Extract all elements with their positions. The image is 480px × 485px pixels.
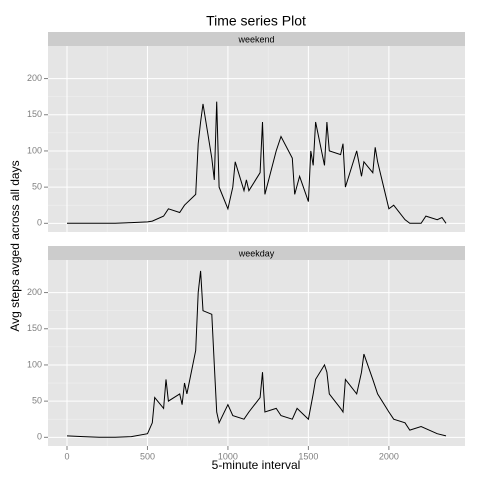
x-tick-label: 0 xyxy=(64,451,69,461)
series-line xyxy=(67,101,447,224)
panel xyxy=(48,260,465,446)
chart-title: Time series Plot xyxy=(206,13,306,29)
x-tick-label: 1500 xyxy=(298,451,318,461)
series-line xyxy=(66,270,447,438)
strip xyxy=(48,246,465,260)
y-tick-label: 150 xyxy=(27,323,42,333)
y-tick-label: 100 xyxy=(27,145,42,155)
x-tick-label: 2000 xyxy=(379,451,399,461)
y-tick-label: 50 xyxy=(32,396,42,406)
x-axis-label: 5-minute interval xyxy=(212,458,301,472)
panel xyxy=(48,46,465,232)
y-tick-label: 100 xyxy=(27,359,42,369)
strip xyxy=(48,32,465,46)
y-tick-label: 200 xyxy=(27,73,42,83)
x-tick-label: 1000 xyxy=(218,451,238,461)
y-tick-label: 0 xyxy=(37,218,42,228)
x-tick-label: 500 xyxy=(140,451,155,461)
strip-label: weekday xyxy=(238,248,275,258)
y-axis-label: Avg steps avged across all days xyxy=(8,160,22,331)
y-tick-label: 200 xyxy=(27,287,42,297)
strip-label: weekend xyxy=(237,34,274,44)
y-tick-label: 150 xyxy=(27,109,42,119)
y-tick-label: 0 xyxy=(37,432,42,442)
y-tick-label: 50 xyxy=(32,182,42,192)
